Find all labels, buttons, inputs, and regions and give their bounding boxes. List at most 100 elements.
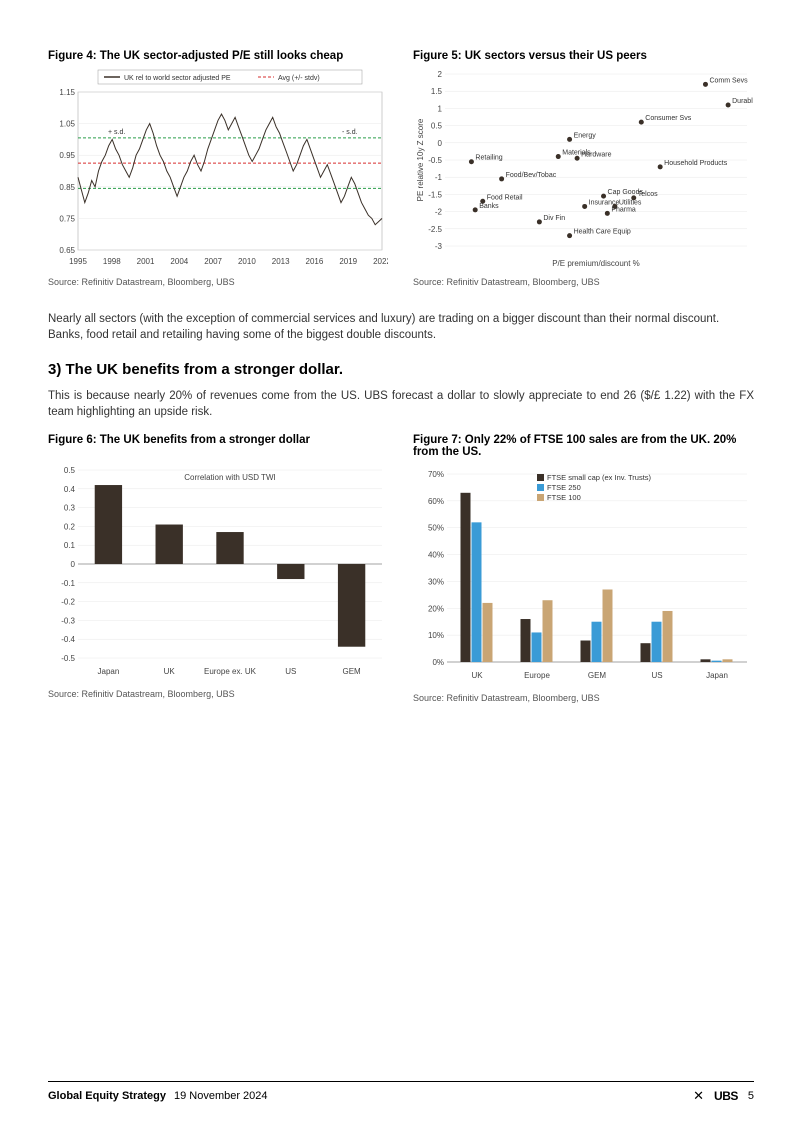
figure-5: Figure 5: UK sectors versus their US pee… bbox=[413, 50, 754, 287]
svg-text:1.05: 1.05 bbox=[59, 120, 75, 129]
section-heading-3: 3) The UK benefits from a stronger dolla… bbox=[48, 361, 754, 378]
svg-text:70%: 70% bbox=[428, 470, 444, 479]
svg-text:2004: 2004 bbox=[170, 257, 188, 266]
svg-text:0.2: 0.2 bbox=[64, 523, 76, 532]
svg-text:0.1: 0.1 bbox=[64, 542, 76, 551]
page-number: 5 bbox=[748, 1090, 754, 1102]
svg-text:0.65: 0.65 bbox=[59, 246, 75, 255]
svg-text:+ s.d.: + s.d. bbox=[108, 129, 125, 136]
svg-text:0.4: 0.4 bbox=[64, 485, 76, 494]
svg-text:2013: 2013 bbox=[272, 257, 290, 266]
svg-text:Telcos: Telcos bbox=[638, 191, 658, 198]
svg-text:FTSE small cap (ex Inv. Trusts: FTSE small cap (ex Inv. Trusts) bbox=[547, 473, 652, 482]
svg-text:-0.5: -0.5 bbox=[428, 156, 442, 165]
svg-text:-3: -3 bbox=[435, 242, 443, 251]
svg-text:0: 0 bbox=[71, 560, 76, 569]
figure-4: Figure 4: The UK sector-adjusted P/E sti… bbox=[48, 50, 389, 287]
svg-text:Food Retail: Food Retail bbox=[487, 194, 523, 201]
footer-date: 19 November 2024 bbox=[174, 1090, 268, 1102]
svg-text:Hardware: Hardware bbox=[581, 151, 611, 158]
svg-text:1998: 1998 bbox=[103, 257, 121, 266]
svg-text:Food/Bev/Tobac: Food/Bev/Tobac bbox=[506, 172, 557, 179]
svg-text:GEM: GEM bbox=[342, 667, 361, 676]
svg-text:US: US bbox=[285, 667, 296, 676]
svg-text:0.3: 0.3 bbox=[64, 504, 76, 513]
svg-text:Comm Sevs: Comm Sevs bbox=[709, 77, 748, 84]
svg-text:FTSE 250: FTSE 250 bbox=[547, 483, 581, 492]
svg-text:Europe ex. UK: Europe ex. UK bbox=[204, 667, 257, 676]
figure-7-title: Figure 7: Only 22% of FTSE 100 sales are… bbox=[413, 434, 754, 458]
svg-text:40%: 40% bbox=[428, 551, 444, 560]
figure-5-chart: -3-2.5-2-1.5-1-0.500.511.52PE relative 1… bbox=[413, 68, 754, 273]
svg-text:-0.2: -0.2 bbox=[61, 598, 75, 607]
figure-4-source: Source: Refinitiv Datastream, Bloomberg,… bbox=[48, 277, 389, 287]
svg-text:1.15: 1.15 bbox=[59, 88, 75, 97]
svg-text:-0.3: -0.3 bbox=[61, 617, 75, 626]
svg-text:Correlation with USD TWI: Correlation with USD TWI bbox=[184, 473, 275, 482]
figure-5-source: Source: Refinitiv Datastream, Bloomberg,… bbox=[413, 277, 754, 287]
svg-text:P/E premium/discount %: P/E premium/discount % bbox=[552, 259, 640, 268]
svg-text:Retailing: Retailing bbox=[475, 155, 502, 162]
paragraph-1: Nearly all sectors (with the exception o… bbox=[48, 311, 754, 343]
svg-text:2001: 2001 bbox=[137, 257, 155, 266]
svg-text:-2: -2 bbox=[435, 208, 443, 217]
svg-text:1995: 1995 bbox=[69, 257, 87, 266]
svg-text:50%: 50% bbox=[428, 524, 444, 533]
svg-text:Consumer Svs: Consumer Svs bbox=[645, 115, 691, 122]
svg-text:Europe: Europe bbox=[524, 671, 550, 680]
svg-text:Japan: Japan bbox=[706, 671, 728, 680]
figure-5-title: Figure 5: UK sectors versus their US pee… bbox=[413, 50, 754, 62]
svg-text:UK: UK bbox=[164, 667, 176, 676]
figure-6-chart: -0.5 -0.4 -0.3 -0.2 -0.1 0 0.1 0.2 0.3 0.4 0.5 Corr… bbox=[48, 460, 389, 685]
svg-text:-0.4: -0.4 bbox=[61, 636, 75, 645]
svg-text:UK: UK bbox=[471, 671, 483, 680]
svg-text:2010: 2010 bbox=[238, 257, 256, 266]
svg-text:0.75: 0.75 bbox=[59, 214, 75, 223]
svg-text:2016: 2016 bbox=[306, 257, 324, 266]
svg-text:2: 2 bbox=[438, 70, 443, 79]
svg-text:2007: 2007 bbox=[204, 257, 222, 266]
svg-text:PE relative 10y Z score: PE relative 10y Z score bbox=[416, 118, 425, 201]
svg-text:Banks: Banks bbox=[479, 203, 499, 210]
ubs-keys-icon: ✕ bbox=[693, 1088, 704, 1104]
svg-text:Avg (+/- stdv): Avg (+/- stdv) bbox=[278, 75, 320, 82]
svg-text:Japan: Japan bbox=[98, 667, 120, 676]
svg-text:1.5: 1.5 bbox=[431, 87, 443, 96]
svg-text:2022: 2022 bbox=[373, 257, 388, 266]
svg-text:30%: 30% bbox=[428, 578, 444, 587]
svg-text:-0.1: -0.1 bbox=[61, 579, 75, 588]
ubs-logo: UBS bbox=[714, 1089, 738, 1103]
figure-6: Figure 6: The UK benefits from a stronge… bbox=[48, 434, 389, 703]
figure-7-source: Source: Refinitiv Datastream, Bloomberg,… bbox=[413, 693, 754, 703]
svg-text:0.5: 0.5 bbox=[431, 122, 443, 131]
figure-7: Figure 7: Only 22% of FTSE 100 sales are… bbox=[413, 434, 754, 703]
svg-text:0.5: 0.5 bbox=[64, 466, 76, 475]
figure-6-title: Figure 6: The UK benefits from a stronge… bbox=[48, 434, 389, 446]
svg-text:Durables: Durables bbox=[732, 98, 753, 105]
figure-7-chart: 0%10%20%30%40%50%60%70%FTSE small cap (e… bbox=[413, 464, 754, 689]
svg-text:10%: 10% bbox=[428, 632, 444, 641]
svg-text:0%: 0% bbox=[432, 658, 444, 667]
svg-text:UK rel to world sector adjuste: UK rel to world sector adjusted PE bbox=[124, 75, 231, 82]
figure-4-title: Figure 4: The UK sector-adjusted P/E sti… bbox=[48, 50, 389, 62]
svg-text:US: US bbox=[651, 671, 662, 680]
svg-text:Pharma: Pharma bbox=[611, 206, 636, 213]
svg-text:2019: 2019 bbox=[339, 257, 357, 266]
page-footer: Global Equity Strategy 19 November 2024 … bbox=[48, 1081, 754, 1104]
paragraph-2: This is because nearly 20% of revenues c… bbox=[48, 388, 754, 420]
svg-text:-1.5: -1.5 bbox=[428, 190, 442, 199]
svg-text:Energy: Energy bbox=[574, 132, 597, 139]
svg-text:- s.d.: - s.d. bbox=[342, 129, 358, 136]
svg-text:0.95: 0.95 bbox=[59, 151, 75, 160]
svg-text:GEM: GEM bbox=[588, 671, 607, 680]
svg-text:Div Fin: Div Fin bbox=[543, 215, 565, 222]
svg-text:0: 0 bbox=[438, 139, 443, 148]
svg-text:20%: 20% bbox=[428, 605, 444, 614]
svg-text:0.85: 0.85 bbox=[59, 183, 75, 192]
svg-text:-2.5: -2.5 bbox=[428, 225, 442, 234]
svg-text:1: 1 bbox=[438, 104, 443, 113]
svg-text:FTSE 100: FTSE 100 bbox=[547, 493, 581, 502]
svg-text:-0.5: -0.5 bbox=[61, 654, 75, 663]
figure-6-source: Source: Refinitiv Datastream, Bloomberg,… bbox=[48, 689, 389, 699]
svg-text:Household Products: Household Products bbox=[664, 160, 728, 167]
